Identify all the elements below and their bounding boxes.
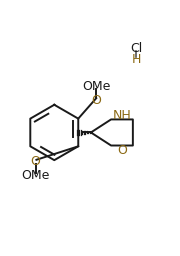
Text: Cl: Cl [130,42,143,55]
Text: O: O [91,94,101,107]
Text: OMe: OMe [21,169,50,182]
Text: O: O [117,144,127,157]
Text: NH: NH [113,109,132,122]
Text: OMe: OMe [82,80,111,92]
Text: H: H [132,53,141,66]
Text: O: O [31,155,40,168]
